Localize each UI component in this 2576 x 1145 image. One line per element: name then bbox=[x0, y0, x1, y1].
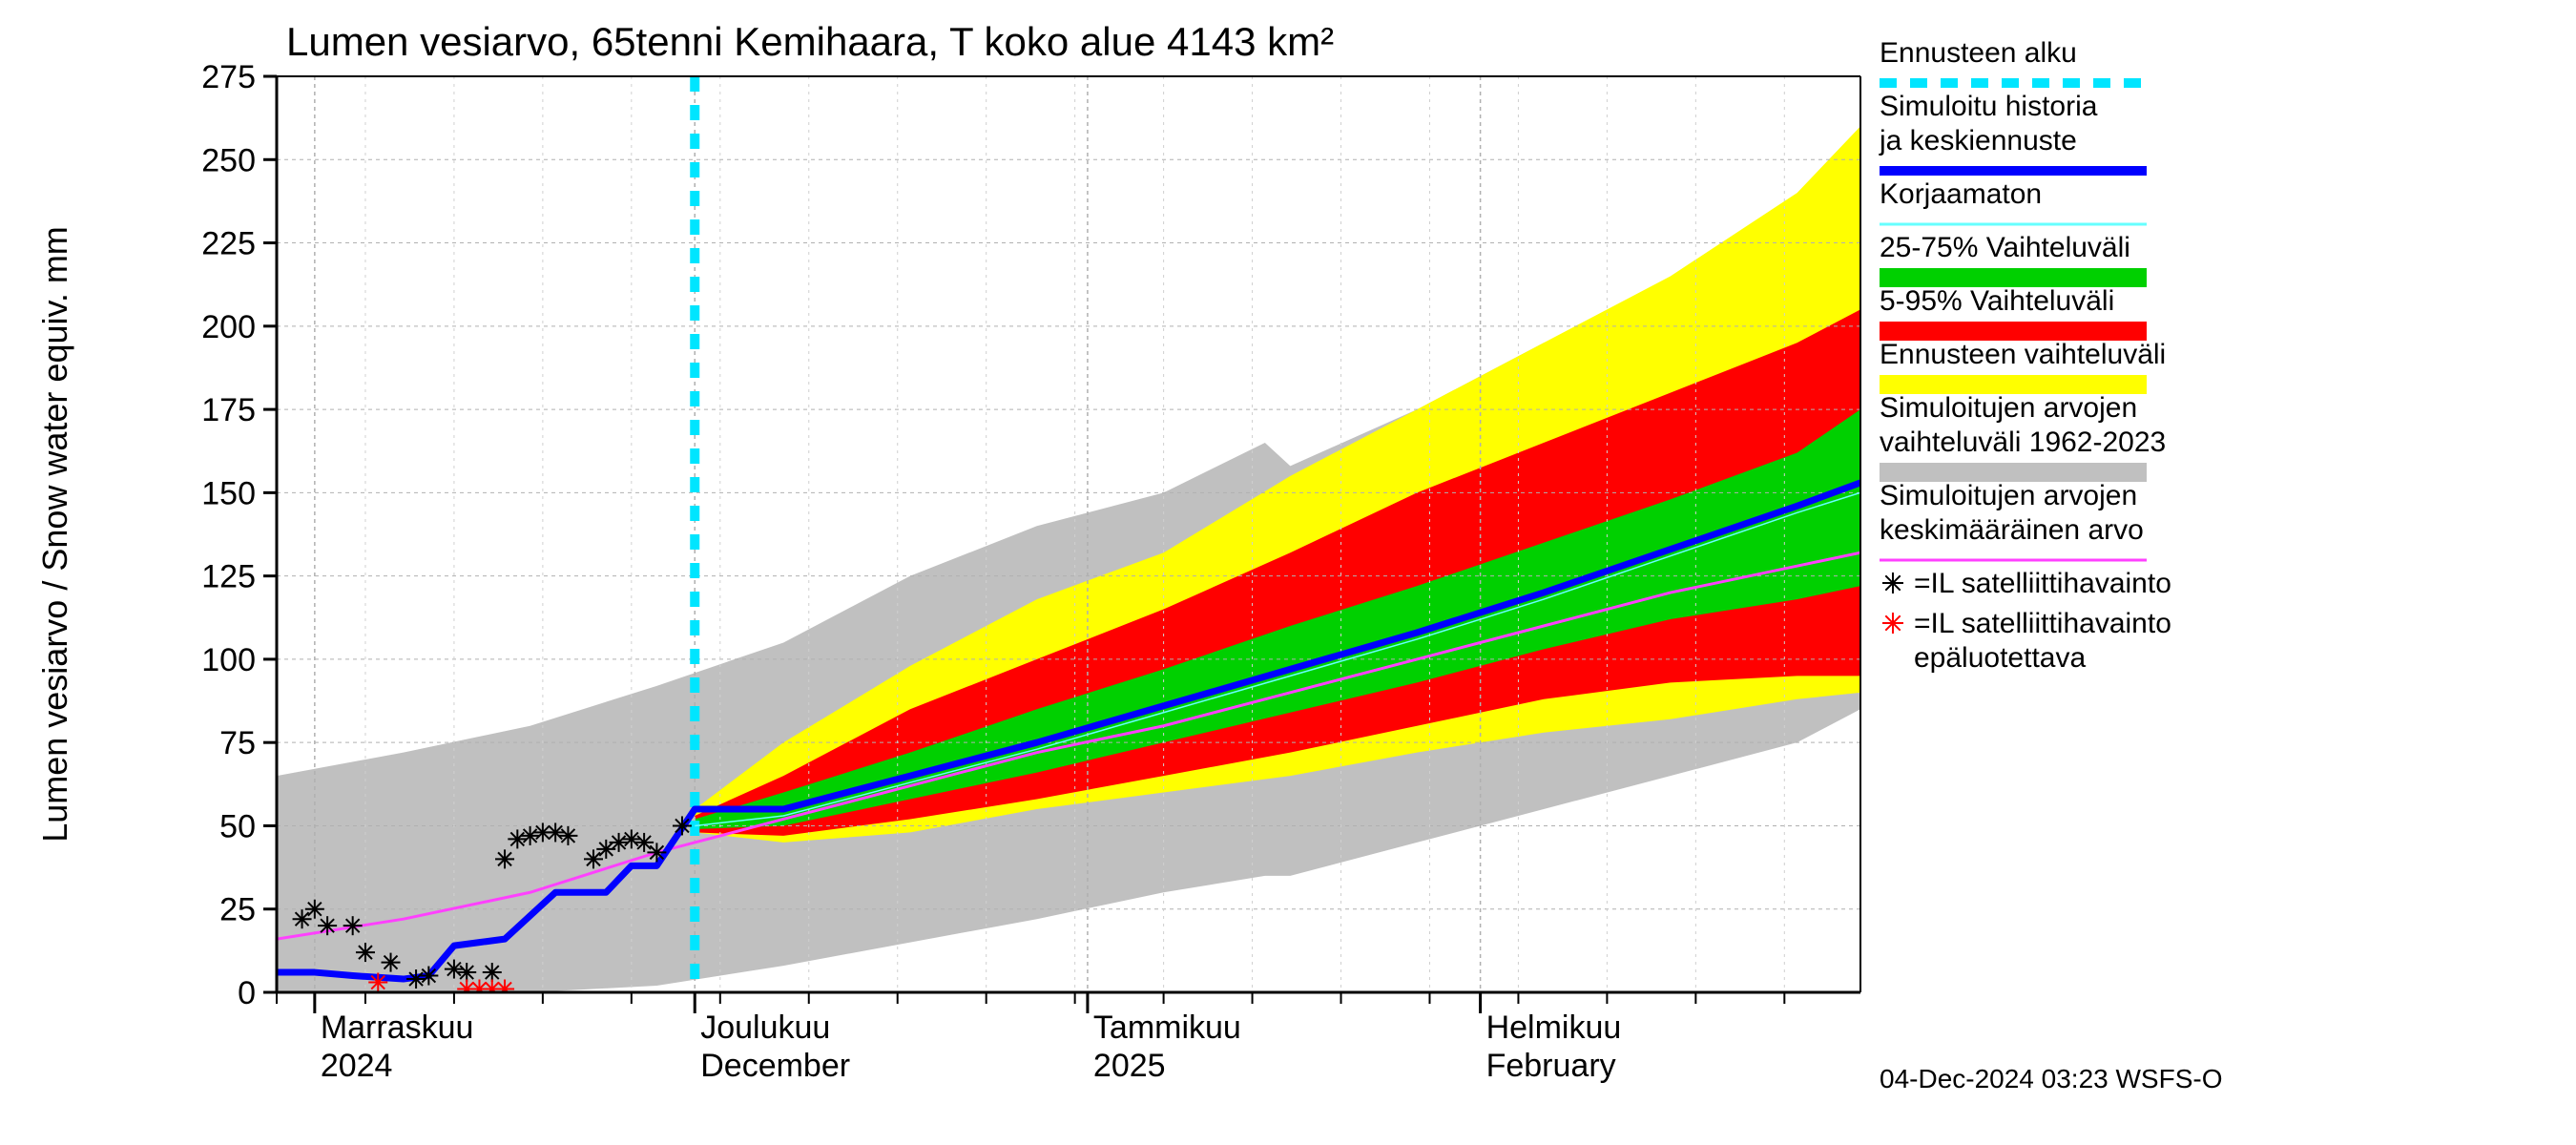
legend-label: Simuloitujen arvojen bbox=[1880, 480, 2137, 511]
sat-ok-point bbox=[343, 916, 363, 935]
sat-ok-point bbox=[318, 916, 337, 935]
y-tick-label: 100 bbox=[201, 642, 256, 678]
sat-ok-point bbox=[495, 849, 514, 868]
sat-ok-point bbox=[521, 826, 540, 845]
y-tick-label: 50 bbox=[219, 808, 256, 844]
x-month-sublabel: December bbox=[700, 1048, 850, 1084]
legend-label: Simuloitujen arvojen bbox=[1880, 392, 2137, 424]
legend-swatch bbox=[1880, 268, 2147, 287]
sat-ok-point bbox=[356, 943, 375, 962]
legend-swatch bbox=[1880, 322, 2147, 341]
sat-ok-point bbox=[558, 826, 577, 845]
sat-ok-point bbox=[293, 909, 312, 928]
bands-layer bbox=[277, 126, 1860, 992]
legend-label: 5-95% Vaihteluväli bbox=[1880, 285, 2114, 317]
legend-label: keskimääräinen arvo bbox=[1880, 514, 2144, 546]
legend-label: =IL satelliittihavainto bbox=[1914, 568, 2171, 599]
chart-footer: 04-Dec-2024 03:23 WSFS-O bbox=[1880, 1064, 2223, 1093]
sat-bad-point bbox=[495, 980, 514, 999]
y-tick-label: 0 bbox=[238, 975, 256, 1011]
y-tick-label: 275 bbox=[201, 59, 256, 95]
legend-marker bbox=[1882, 572, 1903, 593]
y-axis-label: Lumen vesiarvo / Snow water equiv. mm bbox=[35, 226, 74, 843]
legend-label: =IL satelliittihavainto bbox=[1914, 608, 2171, 639]
sat-ok-point bbox=[382, 953, 401, 972]
chart-title: Lumen vesiarvo, 65tenni Kemihaara, T kok… bbox=[286, 19, 1334, 64]
legend-swatch bbox=[1880, 463, 2147, 482]
legend-label: 25-75% Vaihteluväli bbox=[1880, 232, 2130, 263]
y-tick-label: 200 bbox=[201, 309, 256, 345]
y-tick-label: 125 bbox=[201, 559, 256, 595]
sat-ok-point bbox=[406, 969, 426, 989]
sat-ok-point bbox=[508, 829, 527, 848]
y-tick-label: 250 bbox=[201, 142, 256, 178]
x-month-label: Tammikuu bbox=[1093, 1010, 1241, 1046]
legend-marker bbox=[1882, 613, 1903, 634]
legend-label: Ennusteen alku bbox=[1880, 37, 2077, 69]
legend-label: Korjaamaton bbox=[1880, 178, 2042, 210]
chart-root: Lumen vesiarvo, 65tenni Kemihaara, T kok… bbox=[0, 0, 2576, 1145]
sat-ok-point bbox=[584, 849, 603, 868]
x-month-label: Joulukuu bbox=[700, 1010, 830, 1046]
y-tick-label: 225 bbox=[201, 226, 256, 262]
legend-label: Simuloitu historia bbox=[1880, 91, 2098, 122]
legend-label: epäluotettava bbox=[1914, 642, 2086, 674]
legend-label: ja keskiennuste bbox=[1879, 125, 2077, 156]
sat-ok-point bbox=[622, 829, 641, 848]
sat-ok-point bbox=[647, 843, 666, 862]
sat-ok-point bbox=[305, 900, 324, 919]
legend-swatch bbox=[1880, 375, 2147, 394]
x-month-sublabel: 2025 bbox=[1093, 1048, 1166, 1084]
y-tick-label: 25 bbox=[219, 892, 256, 928]
sat-ok-point bbox=[610, 833, 629, 852]
legend-label: Ennusteen vaihteluväli bbox=[1880, 339, 2166, 370]
x-month-label: Marraskuu bbox=[321, 1010, 474, 1046]
sat-ok-point bbox=[457, 963, 476, 982]
sat-ok-point bbox=[445, 960, 464, 979]
sat-bad-point bbox=[368, 973, 387, 992]
y-tick-label: 75 bbox=[219, 725, 256, 761]
legend-label: vaihteluväli 1962-2023 bbox=[1880, 427, 2166, 458]
x-month-label: Helmikuu bbox=[1486, 1010, 1622, 1046]
sat-ok-point bbox=[419, 967, 438, 986]
sat-ok-point bbox=[673, 816, 692, 835]
legend: Ennusteen alku Simuloitu historiaja keski… bbox=[1879, 37, 2171, 674]
y-tick-label: 150 bbox=[201, 475, 256, 511]
sat-ok-point bbox=[546, 822, 565, 842]
sat-ok-point bbox=[483, 963, 502, 982]
x-month-sublabel: February bbox=[1486, 1048, 1616, 1084]
sat-ok-point bbox=[634, 833, 654, 852]
y-tick-label: 175 bbox=[201, 392, 256, 428]
x-month-sublabel: 2024 bbox=[321, 1048, 393, 1084]
